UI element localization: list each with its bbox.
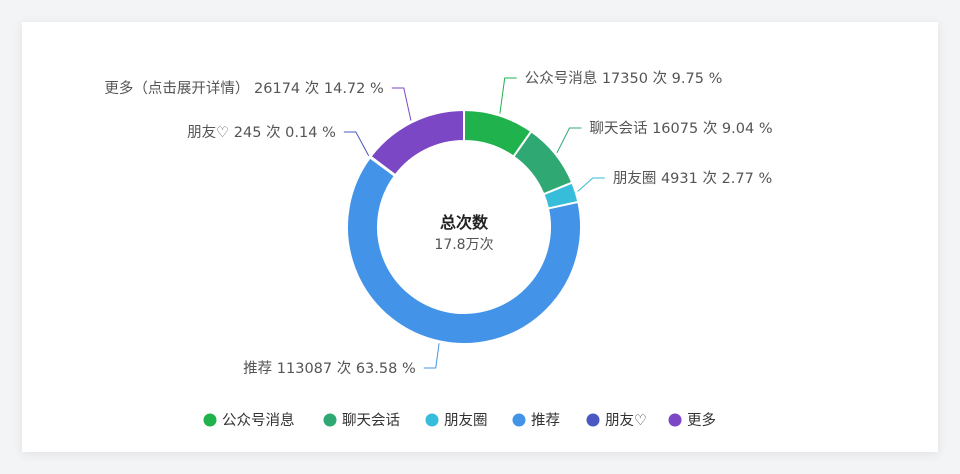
legend-marker-5 — [668, 413, 682, 427]
center-title: 总次数 — [440, 213, 489, 232]
slice-label-0: 公众号消息 17350 次 9.75 % — [525, 70, 723, 87]
slice-3[interactable] — [346, 155, 582, 345]
slice-label-2: 朋友圈 4931 次 2.77 % — [613, 170, 772, 187]
donut-chart: 公众号消息 17350 次 9.75 % 聊天会话 16075 次 9.04 % 朋… — [104, 70, 772, 429]
legend-label-2: 朋友圈 — [444, 412, 488, 429]
legend-marker-4 — [586, 413, 600, 427]
slice-label-5: 更多（点击展开详情） 26174 次 14.72 % — [104, 80, 383, 97]
legend-label-3: 推荐 — [531, 412, 560, 429]
legend-marker-3 — [512, 413, 526, 427]
slice-label-1: 聊天会话 16075 次 9.04 % — [589, 120, 772, 137]
legend-item-3[interactable]: 推荐 — [512, 412, 561, 429]
legend-label-1: 聊天会话 — [342, 412, 400, 429]
leader-line-2 — [577, 177, 605, 192]
slice-label-4: 朋友♡ 245 次 0.14 % — [187, 124, 336, 141]
legend-item-2[interactable]: 朋友圈 — [425, 412, 488, 429]
leader-line-3 — [423, 343, 440, 369]
leader-line-4 — [343, 131, 370, 156]
legend-item-0[interactable]: 公众号消息 — [203, 412, 295, 429]
legend-marker-1 — [323, 413, 337, 427]
legend-label-5: 更多 — [687, 412, 716, 429]
center-value: 17.8万次 — [434, 237, 493, 253]
slice-5[interactable] — [369, 108, 465, 177]
legend-item-4[interactable]: 朋友♡ — [586, 412, 648, 429]
chart-card: 公众号消息 17350 次 9.75 % 聊天会话 16075 次 9.04 % 朋… — [22, 22, 938, 452]
leader-line-0 — [499, 77, 517, 114]
leader-line-1 — [556, 127, 582, 153]
legend-item-5[interactable]: 更多 — [668, 412, 717, 429]
legend-marker-2 — [425, 413, 439, 427]
legend-item-1[interactable]: 聊天会话 — [323, 412, 401, 429]
legend-label-0: 公众号消息 — [222, 412, 295, 429]
legend-label-4: 朋友♡ — [605, 412, 647, 429]
slice-label-3: 推荐 113087 次 63.58 % — [243, 360, 416, 377]
legend-marker-0 — [203, 413, 217, 427]
leader-line-5 — [391, 87, 412, 121]
